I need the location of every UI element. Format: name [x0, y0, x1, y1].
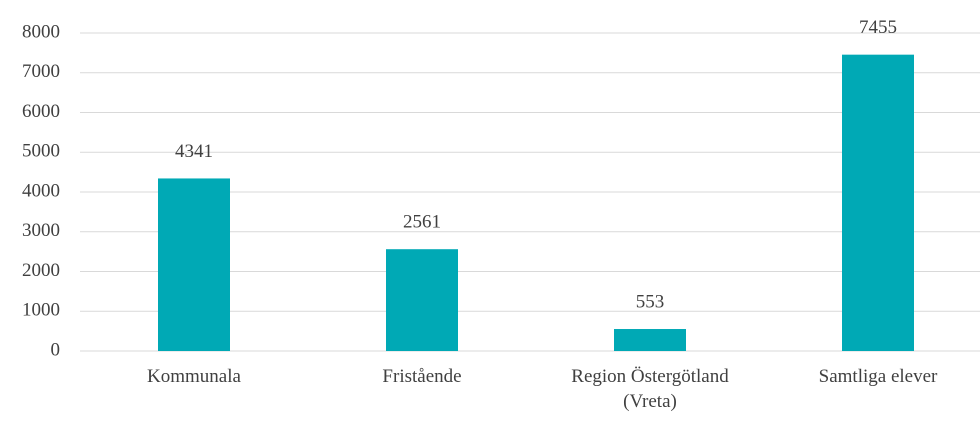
data-label: 4341 [175, 141, 213, 162]
data-label: 553 [636, 291, 665, 312]
data-label: 7455 [859, 17, 897, 38]
y-tick-label: 1000 [22, 300, 60, 321]
y-tick-label: 4000 [22, 180, 60, 201]
y-tick-label: 3000 [22, 220, 60, 241]
y-tick-label: 0 [51, 339, 61, 360]
y-tick-label: 5000 [22, 141, 60, 162]
x-tick-label: Fristående [382, 366, 462, 387]
y-tick-label: 8000 [22, 21, 60, 42]
x-tick-label: Kommunala [147, 366, 241, 387]
x-tick-label: Samtliga elever [818, 366, 938, 387]
y-tick-label: 6000 [22, 101, 60, 122]
y-tick-label: 2000 [22, 260, 60, 281]
data-label: 2561 [403, 212, 441, 233]
bar [842, 54, 914, 351]
bar [614, 329, 686, 351]
y-tick-label: 7000 [22, 61, 60, 82]
bar [386, 249, 458, 351]
x-tick-label: Region Östergötland (Vreta) [571, 366, 729, 412]
bar [158, 178, 230, 351]
